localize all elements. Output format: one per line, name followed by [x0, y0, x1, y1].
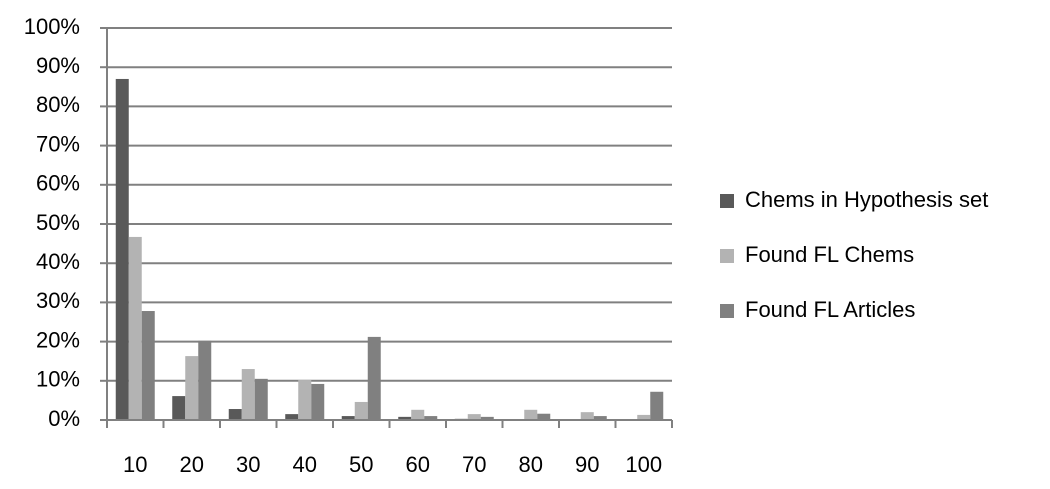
x-tick-label: 40: [293, 452, 317, 477]
y-tick-label: 30%: [36, 288, 80, 313]
bar: [367, 336, 381, 420]
legend-label: Chems in Hypothesis set: [745, 187, 988, 212]
x-tick-label: 90: [575, 452, 599, 477]
x-tick-label: 70: [462, 452, 486, 477]
y-tick-label: 0%: [48, 406, 80, 431]
bar: [141, 311, 155, 420]
bar: [411, 409, 425, 420]
bar: [537, 413, 551, 420]
bar: [172, 396, 186, 420]
bar: [115, 78, 129, 421]
bar: [424, 416, 438, 420]
bar: [593, 416, 607, 420]
bar: [580, 412, 594, 420]
x-tick-label: 100: [625, 452, 662, 477]
bar: [285, 414, 299, 420]
bar: [480, 416, 494, 420]
x-tick-label: 50: [349, 452, 373, 477]
legend-label: Found FL Articles: [745, 297, 915, 322]
x-tick-label: 30: [236, 452, 260, 477]
y-tick-label: 80%: [36, 92, 80, 117]
bar: [650, 391, 664, 420]
bar: [311, 383, 325, 420]
x-tick-label: 20: [180, 452, 204, 477]
bar: [467, 414, 481, 420]
y-tick-label: 40%: [36, 249, 80, 274]
bar: [185, 356, 199, 420]
bar: [341, 416, 355, 420]
bar: [254, 378, 268, 420]
legend-swatch: [720, 304, 734, 318]
y-tick-label: 90%: [36, 53, 80, 78]
bar: [524, 409, 538, 420]
bar: [298, 380, 312, 420]
legend-swatch: [720, 249, 734, 263]
x-tick-label: 60: [406, 452, 430, 477]
x-tick-label: 80: [519, 452, 543, 477]
bar: [241, 369, 255, 420]
bar: [398, 416, 412, 420]
bar: [228, 409, 242, 420]
legend-swatch: [720, 194, 734, 208]
bar: [198, 340, 212, 420]
bar: [128, 236, 142, 420]
y-tick-label: 20%: [36, 327, 80, 352]
y-tick-label: 10%: [36, 367, 80, 392]
y-tick-label: 100%: [24, 14, 80, 39]
y-tick-label: 50%: [36, 210, 80, 235]
x-tick-label: 10: [123, 452, 147, 477]
bar: [637, 414, 651, 420]
legend-label: Found FL Chems: [745, 242, 914, 267]
y-tick-label: 70%: [36, 131, 80, 156]
bar: [354, 401, 368, 420]
y-tick-label: 60%: [36, 171, 80, 196]
